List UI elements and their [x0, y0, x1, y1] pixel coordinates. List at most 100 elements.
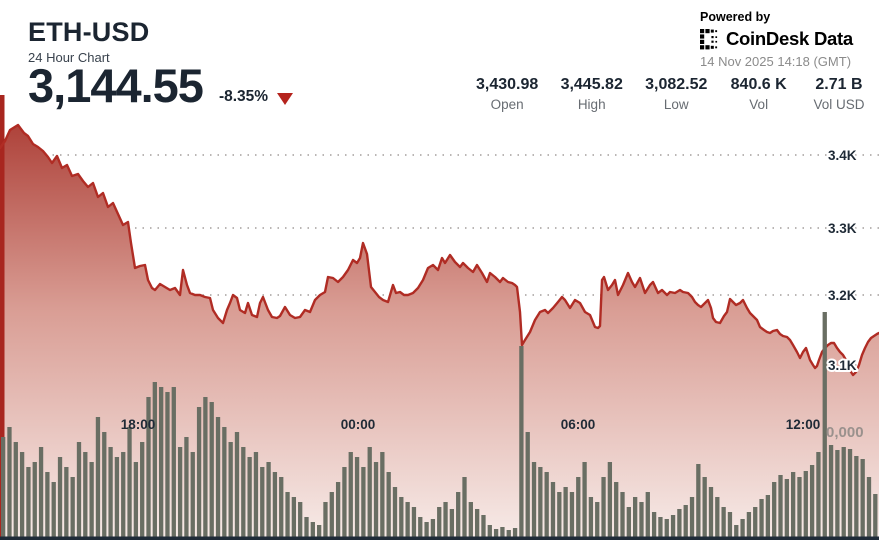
volume-bar: [19, 452, 25, 537]
volume-bar: [108, 447, 113, 537]
volume-bar: [121, 452, 126, 537]
volume-bar: [626, 507, 631, 537]
volume-axis-label: 0,000: [826, 424, 864, 441]
volume-bar: [266, 462, 271, 537]
volume-bar: [443, 502, 448, 537]
volume-bar: [633, 497, 638, 537]
stat-open-label: Open: [490, 97, 524, 112]
volume-bar: [531, 462, 537, 537]
volume-bar: [215, 417, 221, 537]
coindesk-logo[interactable]: CoinDesk Data: [700, 28, 875, 50]
volume-bar: [392, 487, 398, 537]
volume-bar: [607, 462, 613, 537]
volume-bar: [614, 482, 619, 537]
stat-vol-usd: 2.71 B Vol USD: [810, 76, 868, 112]
volume-bar: [506, 530, 511, 537]
stat-high-label: High: [577, 97, 606, 112]
volume-bar: [399, 497, 404, 537]
volume-bar: [500, 527, 505, 537]
stat-open-value: 3,430.98: [476, 76, 539, 93]
volume-bar: [83, 452, 88, 537]
volume-bar: [449, 509, 455, 537]
bottom-baseline-bar: [0, 536, 879, 540]
volume-bar: [418, 517, 423, 537]
stat-vol-usd-value: 2.71 B: [815, 76, 863, 93]
price-line: [0, 123, 879, 377]
volume-bar: [809, 465, 815, 537]
volume-bar: [538, 467, 543, 537]
chart-subtitle: 24 Hour Chart: [28, 49, 110, 65]
volume-bar: [196, 407, 202, 537]
volume-bar: [45, 472, 50, 537]
powered-by-label: Powered by: [700, 10, 771, 24]
volume-bar: [222, 427, 227, 537]
coindesk-mark-icon: [700, 28, 718, 49]
volume-bar: [683, 505, 688, 537]
volume-bar: [310, 522, 315, 537]
stat-low-label: Low: [663, 97, 689, 112]
price-change-percent: -8.35%: [218, 88, 269, 105]
volume-bar: [651, 512, 657, 537]
volume-bar: [493, 529, 499, 537]
volume-bar: [32, 462, 37, 537]
volume-bar: [576, 477, 581, 537]
volume-bar: [639, 502, 644, 537]
volume-bar: [152, 382, 157, 537]
y-axis-label: 3.2K: [828, 288, 857, 303]
volume-bar: [241, 447, 246, 537]
volume-bar: [165, 392, 170, 537]
volume-bar: [689, 497, 695, 537]
volume-bar: [797, 477, 802, 537]
stat-low: 3,082.52 Low: [645, 76, 707, 112]
volume-bar: [190, 452, 195, 537]
volume-bar: [620, 492, 625, 537]
volume-bar: [430, 519, 436, 537]
volume-bar: [291, 497, 297, 537]
stat-high-value: 3,445.82: [560, 76, 623, 93]
volume-bar: [670, 515, 676, 537]
chart-timestamp: 14 Nov 2025 14:18 (GMT): [700, 54, 852, 69]
volume-bar: [828, 445, 834, 537]
volume-bar: [512, 528, 518, 537]
volume-bar: [721, 507, 726, 537]
volume-bar: [487, 525, 492, 537]
stats-row: 3,430.98 Open 3,445.82 High 3,082.52 Low…: [476, 76, 868, 112]
volume-bar: [778, 475, 783, 537]
volume-bar: [304, 517, 309, 537]
triangle-down-icon: [277, 93, 294, 105]
volume-bar: [348, 452, 353, 537]
volume-bar: [171, 387, 176, 537]
volume-bar: [601, 477, 606, 537]
current-price: 3,144.55: [28, 59, 204, 112]
volume-bar: [854, 456, 859, 537]
volume-bar: [784, 479, 789, 537]
volume-bar: [481, 515, 486, 537]
volume-bar: [64, 467, 69, 537]
volume-bar: [317, 525, 322, 537]
volume-bar: [253, 452, 259, 537]
volume-bar: [677, 509, 682, 537]
volume-bar: [13, 442, 18, 537]
volume-bar: [734, 525, 739, 537]
volume-bar: [759, 499, 764, 537]
volume-bar: [658, 517, 663, 537]
y-axis-label: 3.3K: [828, 221, 857, 236]
volume-bar: [38, 447, 44, 537]
volume-bar: [468, 502, 473, 537]
volume-bar: [405, 502, 410, 537]
volume-bar: [373, 462, 379, 537]
volume-bar: [740, 519, 745, 537]
volume-bar: [140, 442, 145, 537]
stat-low-value: 3,082.52: [645, 76, 708, 93]
volume-bar: [184, 437, 189, 537]
volume-bar: [133, 462, 139, 537]
volume-bar: [411, 507, 417, 537]
volume-bar: [462, 477, 467, 537]
stat-open: 3,430.98 Open: [476, 76, 538, 112]
volume-bar: [7, 427, 12, 537]
volume-bar: [475, 509, 480, 537]
volume-bar: [380, 452, 385, 537]
volume-bar: [354, 457, 360, 537]
volume-bar: [102, 432, 107, 537]
